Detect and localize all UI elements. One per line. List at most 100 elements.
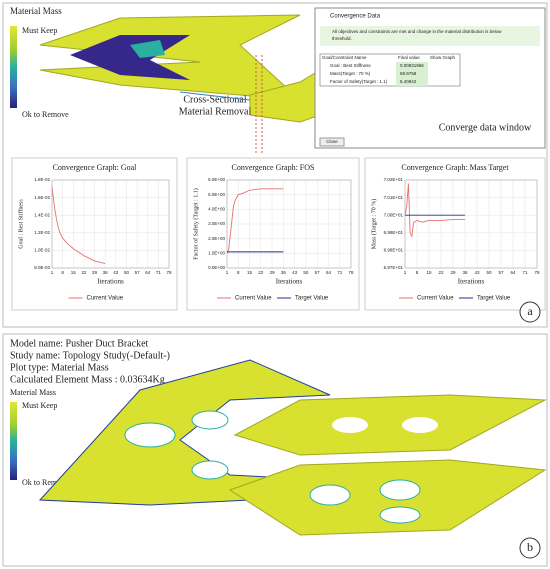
- legend-label: Target Value: [477, 296, 511, 302]
- x-tick-label: 50: [124, 270, 130, 275]
- info-line: Study name: Topology Study(-Default-): [10, 350, 170, 361]
- legend-max: Must Keep: [22, 401, 57, 410]
- y-tick-label: 8.0E-03: [34, 265, 50, 270]
- row-name: Mass(Target : 70 %): [330, 71, 371, 76]
- legend-max: Must Keep: [22, 26, 57, 35]
- x-axis-label: Iterations: [458, 278, 485, 286]
- info-line: Calculated Element Mass : 0.03634Kg: [10, 374, 165, 385]
- x-tick-label: 71: [522, 270, 528, 275]
- x-tick-label: 1: [226, 270, 229, 275]
- chart-title: Convergence Graph: FOS: [232, 163, 315, 172]
- x-tick-label: 57: [498, 270, 504, 275]
- x-tick-label: 1: [404, 270, 407, 275]
- window-message: threshold.: [332, 36, 352, 41]
- x-tick-label: 29: [92, 270, 98, 275]
- series-line: [404, 183, 466, 238]
- chart-frame: [186, 157, 360, 311]
- info-line: Model name: Pusher Duct Bracket: [10, 338, 149, 349]
- x-tick-label: 50: [486, 270, 492, 275]
- panel-label-circle: [519, 537, 541, 559]
- x-tick-label: 57: [135, 270, 141, 275]
- x-tick-label: 43: [113, 270, 119, 275]
- legend-min: Ok to Remove: [22, 478, 69, 487]
- x-tick-label: 50: [303, 270, 309, 275]
- x-axis-label: Iterations: [276, 278, 303, 286]
- row-value: 5.40942: [400, 79, 417, 84]
- x-tick-label: 78: [534, 270, 540, 275]
- y-tick-label: 0.0E+00: [208, 265, 225, 270]
- colorbar: [10, 402, 17, 480]
- plot-area: [226, 179, 352, 269]
- panel-b-frame: [2, 333, 548, 567]
- x-tick-label: 36: [103, 270, 109, 275]
- y-tick-label: 6.99E+01: [384, 230, 404, 235]
- legend-label: Target Value: [295, 296, 329, 302]
- column-header: Goal/Constraint Name: [322, 55, 367, 60]
- y-tick-label: 1.8E-02: [34, 177, 50, 182]
- y-axis-label: Goal : Best Stiffness: [17, 199, 24, 249]
- column-header: Show Graph: [430, 55, 456, 60]
- row-name: Goal : Best Stiffness: [330, 63, 371, 68]
- charts: Convergence Graph: Goal 8.0E-03 1.0E-02 1.2…: [11, 157, 546, 311]
- bracket-model-b: [38, 359, 547, 536]
- x-tick-label: 22: [438, 270, 444, 275]
- close-button[interactable]: [319, 137, 345, 147]
- x-tick-label: 71: [156, 270, 162, 275]
- y-tick-label: 4.0E+00: [208, 207, 225, 212]
- y-tick-label: 1.2E-02: [34, 230, 50, 235]
- x-tick-label: 8: [61, 270, 64, 275]
- y-tick-label: 3.0E+00: [208, 221, 225, 226]
- legend-title: Material Mass: [10, 6, 62, 16]
- convergence-window: Convergence Data All objectives and cons…: [314, 7, 546, 149]
- legend-min: Ok to Remove: [22, 110, 69, 119]
- row-value: 69.9758: [400, 71, 417, 76]
- x-tick-label: 8: [416, 270, 419, 275]
- x-tick-label: 22: [81, 270, 87, 275]
- plot-area: [404, 179, 538, 269]
- x-tick-label: 15: [247, 270, 253, 275]
- annotation: Cross-Sectional: [183, 94, 247, 105]
- x-tick-label: 43: [474, 270, 480, 275]
- y-tick-label: 6.97E+01: [384, 265, 404, 270]
- x-tick-label: 22: [258, 270, 264, 275]
- x-tick-label: 29: [450, 270, 456, 275]
- x-tick-label: 43: [292, 270, 298, 275]
- legend-label: Current Value: [87, 296, 124, 302]
- x-tick-label: 36: [281, 270, 287, 275]
- y-tick-label: 2.0E+00: [208, 236, 225, 241]
- window-title: Convergence Data: [330, 14, 381, 20]
- annotation-arrow: [179, 91, 251, 101]
- x-tick-label: 57: [315, 270, 321, 275]
- y-tick-label: 5.0E+00: [208, 192, 225, 197]
- annotation: Material Removal: [179, 106, 252, 117]
- series-line: [51, 186, 106, 265]
- y-tick-label: 7.01E+01: [384, 195, 404, 200]
- x-tick-label: 64: [326, 270, 332, 275]
- x-tick-label: 78: [166, 270, 172, 275]
- x-tick-label: 15: [426, 270, 432, 275]
- y-tick-label: 1.4E-02: [34, 212, 50, 217]
- y-axis-label: Mass (Target : 70 %): [370, 199, 377, 249]
- y-tick-label: 6.0E+00: [208, 177, 225, 182]
- window-caption: Converge data window: [439, 122, 532, 133]
- colorbar: [10, 26, 17, 108]
- panel-label-circle: [519, 301, 541, 323]
- y-tick-label: 7.00E+01: [384, 212, 404, 217]
- chart-title: Convergence Graph: Goal: [53, 163, 138, 172]
- x-tick-label: 8: [237, 270, 240, 275]
- chart-frame: [364, 157, 546, 311]
- plot-area: [51, 179, 170, 269]
- y-axis-label: Factor of Safety (Target : 1.1): [192, 188, 199, 259]
- x-axis-label: Iterations: [97, 278, 124, 286]
- close-button-label[interactable]: Close: [326, 139, 338, 144]
- chart-title: Convergence Graph: Mass Target: [401, 163, 509, 172]
- panel-a-frame: [2, 2, 548, 328]
- x-tick-label: 71: [337, 270, 343, 275]
- legend-label: Current Value: [417, 296, 454, 302]
- x-tick-label: 64: [145, 270, 151, 275]
- y-tick-label: 1.0E+00: [208, 251, 225, 256]
- series-line: [226, 188, 284, 254]
- row-name: Factor of Safety(Target : 1.1): [330, 79, 388, 84]
- y-tick-label: 7.02E+01: [384, 177, 404, 182]
